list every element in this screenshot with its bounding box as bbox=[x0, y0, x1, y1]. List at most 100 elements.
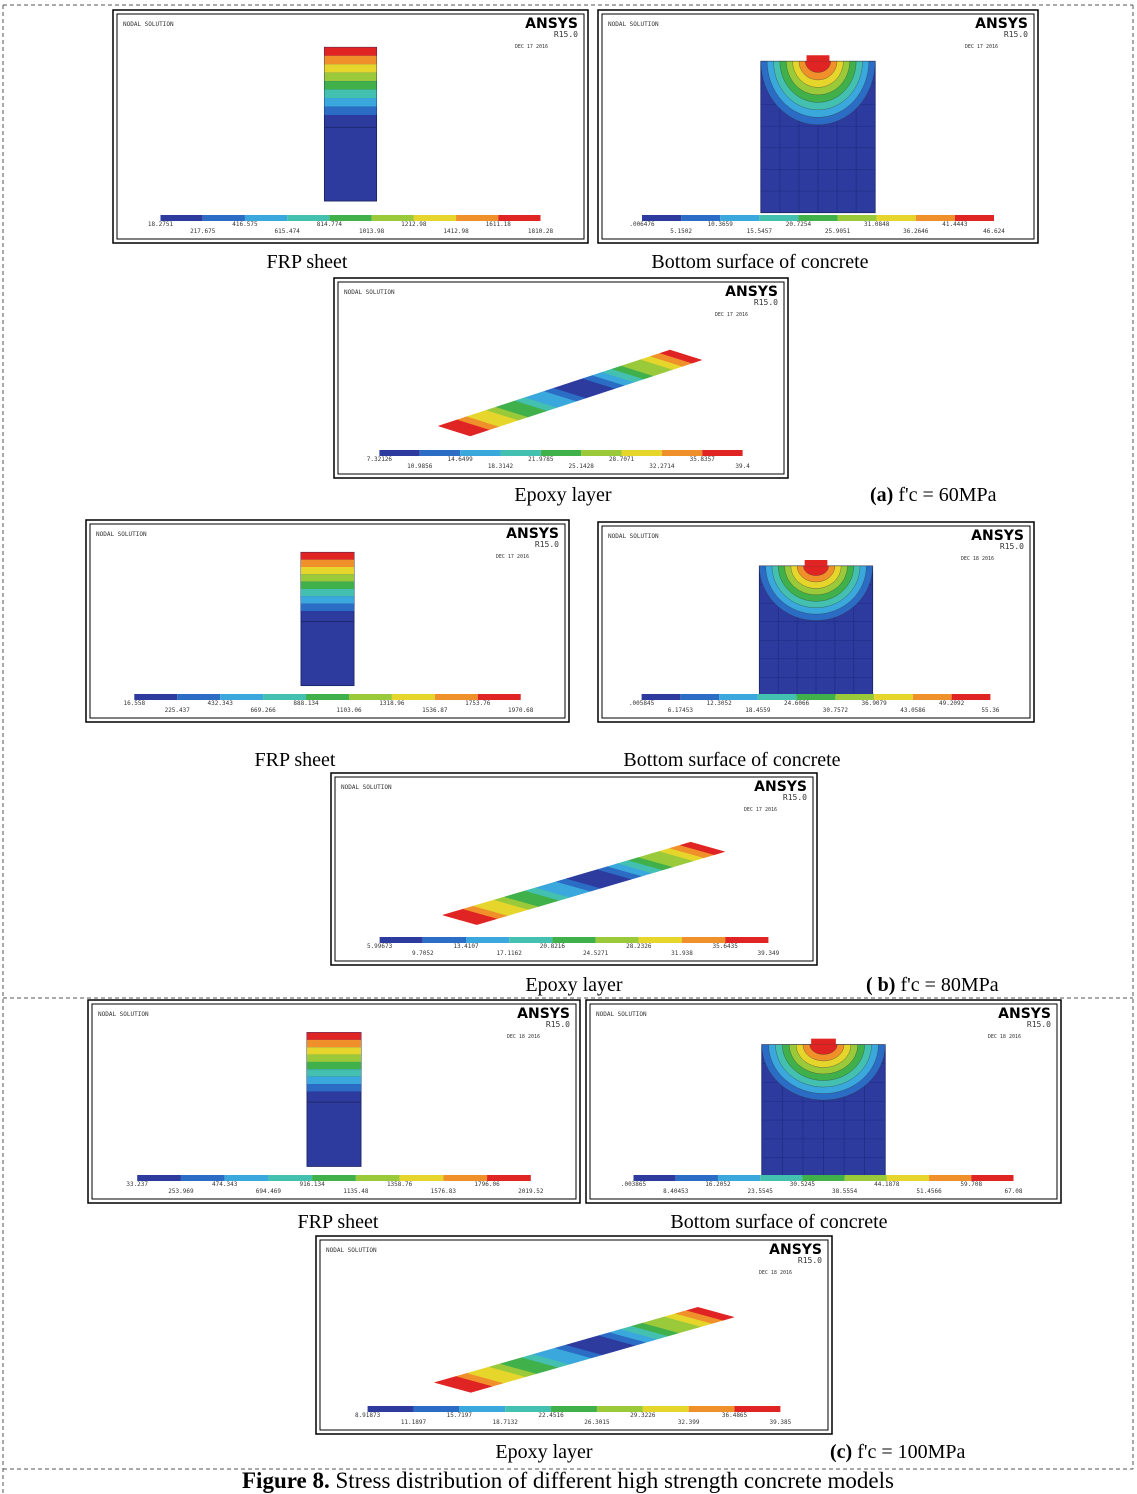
ansys-panel: NODAL SOLUTIONANSYSR15.0DEC 17 20165.996… bbox=[331, 773, 817, 965]
legend-value: 13.4107 bbox=[453, 943, 479, 950]
legend-value: 7.32126 bbox=[367, 456, 393, 463]
legend-value: 14.6499 bbox=[447, 456, 473, 463]
stress-band bbox=[324, 90, 376, 98]
date: DEC 17 2016 bbox=[715, 312, 748, 318]
header: NODAL SOLUTION bbox=[123, 21, 174, 28]
legend-value: 39.4 bbox=[735, 463, 750, 470]
group-label: (c)f'c = 100MPa bbox=[830, 1441, 966, 1463]
version: R15.0 bbox=[535, 540, 559, 549]
panel-border-outer bbox=[334, 278, 788, 478]
stress-band bbox=[324, 47, 376, 55]
legend-value: 43.0586 bbox=[900, 707, 926, 714]
legend-value: 28.7071 bbox=[609, 456, 635, 463]
legend-value: 24.5271 bbox=[583, 950, 609, 957]
legend-value: 10.9856 bbox=[407, 463, 433, 470]
ansys-panel: NODAL SOLUTIONANSYSR15.0DEC 17 20167.321… bbox=[334, 278, 788, 478]
header: NODAL SOLUTION bbox=[341, 784, 392, 791]
version: R15.0 bbox=[554, 30, 578, 39]
legend-value: 615.474 bbox=[275, 228, 301, 235]
legend-value: 59.708 bbox=[960, 1181, 982, 1188]
legend-value: 36.9079 bbox=[861, 700, 887, 707]
stress-band bbox=[307, 1055, 361, 1062]
stress-band bbox=[307, 1062, 361, 1069]
header: NODAL SOLUTION bbox=[98, 1011, 149, 1018]
legend-value: 28.2326 bbox=[626, 943, 652, 950]
legend-value: 432.343 bbox=[208, 700, 234, 707]
legend-value: 474.343 bbox=[212, 1181, 238, 1188]
legend-value: 20.8216 bbox=[540, 943, 566, 950]
panel-caption: Epoxy layer bbox=[514, 484, 612, 506]
load-block bbox=[807, 55, 830, 61]
header: NODAL SOLUTION bbox=[608, 21, 659, 28]
legend-value: 39.349 bbox=[758, 950, 780, 957]
group-tag: (c) bbox=[830, 1441, 852, 1463]
legend-value: 8.91873 bbox=[355, 1412, 381, 1419]
legend-value: 25.1428 bbox=[569, 463, 595, 470]
legend-value: 9.7052 bbox=[412, 950, 434, 957]
group-strength: f'c = 100MPa bbox=[857, 1441, 965, 1463]
stress-band bbox=[307, 1040, 361, 1047]
legend-value: 35.6435 bbox=[713, 943, 739, 950]
stress-band bbox=[301, 596, 354, 603]
header: NODAL SOLUTION bbox=[344, 289, 395, 296]
figure-caption: Figure 8. Stress distribution of differe… bbox=[242, 1468, 894, 1493]
page: {"groups": [ {"tag": "(a)", "label": "f'… bbox=[0, 0, 1137, 1494]
date: DEC 17 2016 bbox=[496, 554, 529, 560]
stress-band bbox=[301, 552, 354, 559]
stress-band bbox=[324, 64, 376, 72]
panel-caption: Bottom surface of concrete bbox=[623, 749, 840, 771]
panel-caption: FRP sheet bbox=[298, 1211, 379, 1233]
date: DEC 17 2016 bbox=[515, 44, 548, 50]
legend-value: 694.469 bbox=[256, 1188, 282, 1195]
legend-value: 1013.98 bbox=[359, 228, 385, 235]
legend-value: .006476 bbox=[629, 221, 655, 228]
load-block bbox=[811, 1039, 836, 1045]
legend-value: 35.8357 bbox=[690, 456, 716, 463]
legend-value: 17.1162 bbox=[497, 950, 523, 957]
legend-value: 416.575 bbox=[232, 221, 258, 228]
load-block bbox=[805, 560, 828, 566]
stress-band bbox=[301, 589, 354, 596]
legend-value: 16.558 bbox=[123, 700, 145, 707]
ansys-panel: NODAL SOLUTIONANSYSR15.0DEC 17 201616.55… bbox=[86, 520, 569, 722]
version: R15.0 bbox=[546, 1020, 570, 1029]
legend-value: 36.2646 bbox=[903, 228, 929, 235]
legend-value: 18.2751 bbox=[148, 221, 174, 228]
ansys-panel: NODAL SOLUTIONANSYSR15.0DEC 18 20168.918… bbox=[316, 1236, 832, 1434]
date: DEC 18 2016 bbox=[759, 1270, 792, 1276]
legend-value: 41.4443 bbox=[942, 221, 968, 228]
stress-band bbox=[324, 106, 376, 114]
legend-value: 25.9051 bbox=[825, 228, 851, 235]
panel-caption: Epoxy layer bbox=[495, 1441, 593, 1463]
panel-caption: Bottom surface of concrete bbox=[670, 1211, 887, 1233]
group-tag: (a) bbox=[870, 484, 893, 506]
legend-value: 16.2052 bbox=[705, 1181, 731, 1188]
group-tag: ( b) bbox=[866, 974, 895, 996]
legend-value: 1611.18 bbox=[486, 221, 512, 228]
ansys-panel: NODAL SOLUTIONANSYSR15.0DEC 18 2016.0038… bbox=[586, 1000, 1061, 1203]
legend-value: 8.40453 bbox=[663, 1188, 689, 1195]
legend-value: .003865 bbox=[621, 1181, 647, 1188]
date: DEC 17 2016 bbox=[965, 44, 998, 50]
legend-value: 1970.68 bbox=[508, 707, 534, 714]
panel-border-outer bbox=[331, 773, 817, 965]
header: NODAL SOLUTION bbox=[326, 1247, 377, 1254]
group-label: (a)f'c = 60MPa bbox=[870, 484, 997, 506]
legend-value: 51.4566 bbox=[916, 1188, 942, 1195]
legend-value: 5.1502 bbox=[670, 228, 692, 235]
stress-band bbox=[307, 1032, 361, 1039]
legend-value: 1796.06 bbox=[474, 1181, 500, 1188]
legend-value: 1358.76 bbox=[387, 1181, 413, 1188]
stress-band bbox=[301, 582, 354, 589]
header: NODAL SOLUTION bbox=[596, 1011, 647, 1018]
legend-value: 1753.76 bbox=[465, 700, 491, 707]
legend-value: 888.134 bbox=[293, 700, 319, 707]
legend-value: 20.7254 bbox=[786, 221, 812, 228]
legend-value: 253.969 bbox=[168, 1188, 194, 1195]
legend-value: 217.675 bbox=[190, 228, 216, 235]
header: NODAL SOLUTION bbox=[96, 531, 147, 538]
legend-value: 38.5554 bbox=[832, 1188, 858, 1195]
legend-value: 12.3052 bbox=[706, 700, 732, 707]
